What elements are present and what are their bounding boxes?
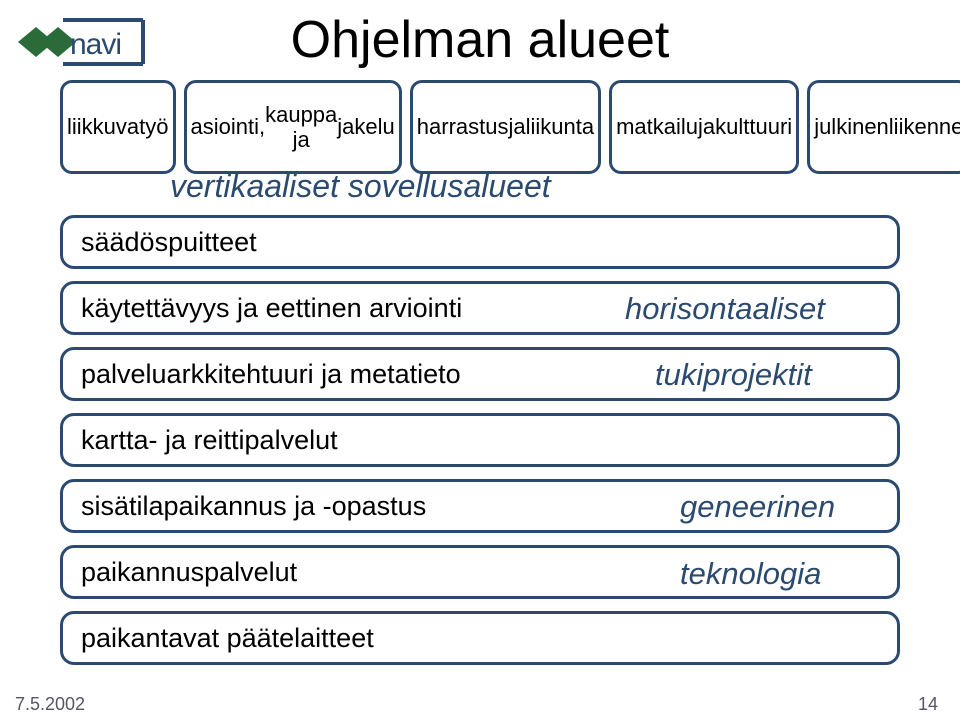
side-label-teknologia: teknologia — [680, 557, 821, 591]
column-0: liikkuvatyö — [60, 80, 176, 174]
column-3: matkailujakulttuuri — [609, 80, 799, 174]
row-3: kartta- ja reittipalvelut — [60, 413, 900, 467]
side-label-geneerinen: geneerinen — [680, 490, 835, 524]
side-label-horisontaaliset: horisontaaliset — [625, 292, 825, 326]
column-row: liikkuvatyöasiointi,kauppa jajakeluharra… — [60, 80, 900, 174]
column-2: harrastusjaliikunta — [410, 80, 601, 174]
row-0: säädöspuitteet — [60, 215, 900, 269]
side-label-tukiprojektit: tukiprojektit — [655, 358, 812, 392]
column-1: asiointi,kauppa jajakelu — [184, 80, 402, 174]
row-6: paikantavat päätelaitteet — [60, 611, 900, 665]
rows-area: säädöspuitteetkäytettävyys ja eettinen a… — [60, 215, 900, 677]
footer-date: 7.5.2002 — [15, 694, 85, 715]
footer-page: 14 — [918, 694, 938, 715]
page-title: Ohjelman alueet — [0, 10, 960, 70]
column-4: julkinenliikenne — [807, 80, 960, 174]
vertical-apps-label: vertikaaliset sovellusalueet — [170, 168, 551, 205]
